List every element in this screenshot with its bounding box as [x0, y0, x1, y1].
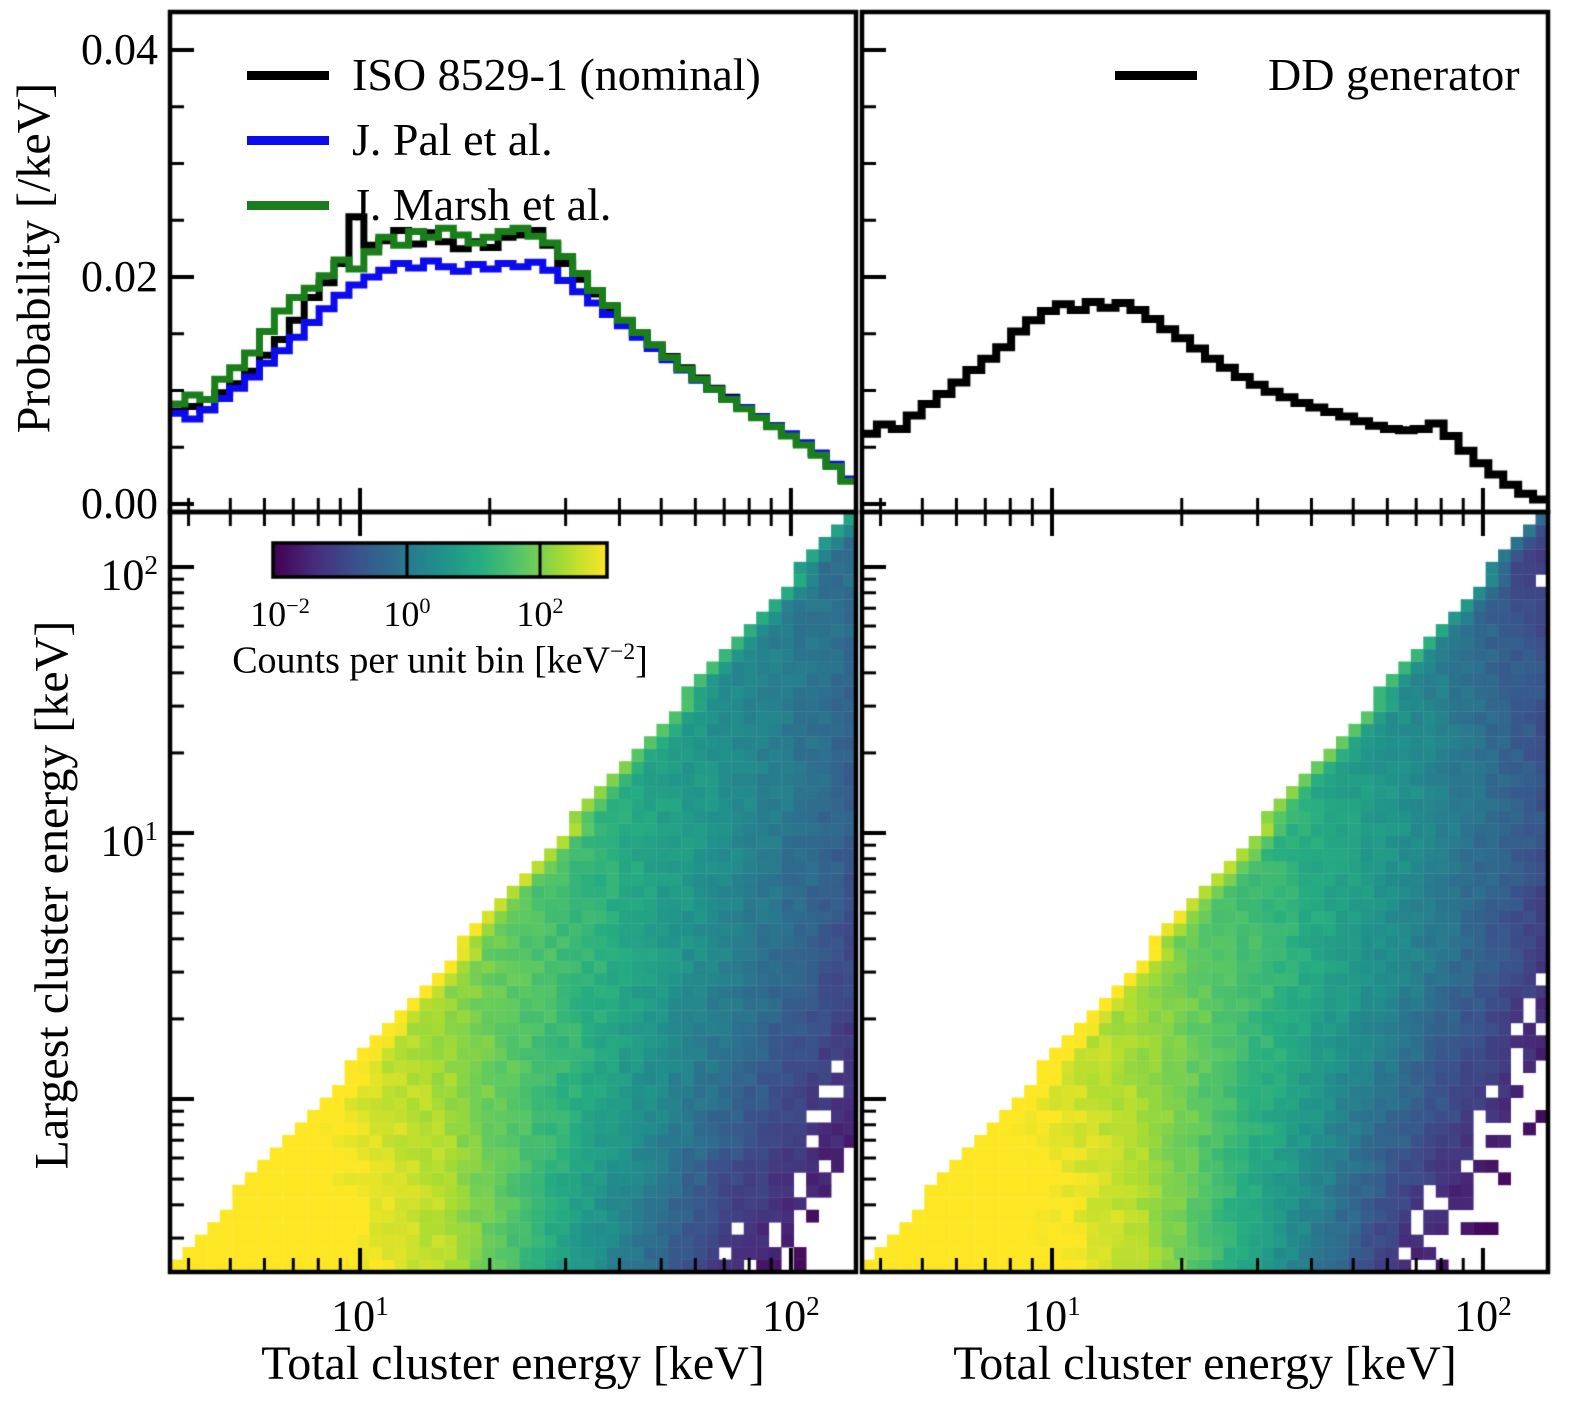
y-axis-label-probability: Probability [/keV] [7, 82, 61, 434]
legend-label-iso: ISO 8529-1 (nominal) [352, 49, 761, 100]
ytick-1e1: 101 [100, 816, 158, 866]
legend-line-dd [1115, 71, 1197, 80]
xtick-left-1e1: 101 [331, 1291, 389, 1341]
legend-line-pal [247, 136, 329, 145]
y-axis-label-largest-cluster: Largest cluster energy [keV] [25, 620, 79, 1170]
ytick-0.04: 0.04 [81, 25, 158, 74]
legend-label-marsh: J. Marsh et al. [352, 179, 612, 230]
legend-label-pal: J. Pal et al. [352, 114, 553, 165]
x-axis-label-right: Total cluster energy [keV] [953, 1337, 1457, 1390]
xtick-left-1e2: 102 [762, 1291, 820, 1341]
colorbar-tick-1e-2: 10−2 [250, 593, 310, 634]
colorbar-label: Counts per unit bin [keV−2] [232, 639, 648, 682]
colorbar-tick-1e2: 102 [516, 593, 564, 634]
legend-line-iso [247, 71, 329, 80]
ytick-0.02: 0.02 [81, 252, 158, 301]
colorbar-tick-1e0: 100 [383, 593, 431, 634]
x-axis-label-left: Total cluster energy [keV] [261, 1337, 765, 1390]
xtick-right-1e2: 102 [1454, 1291, 1512, 1341]
xtick-right-1e1: 101 [1023, 1291, 1081, 1341]
legend-label-dd: DD generator [1268, 49, 1520, 100]
ytick-1e2: 102 [100, 550, 158, 600]
legend-line-marsh [247, 201, 329, 210]
ytick-0.00: 0.00 [81, 479, 158, 528]
